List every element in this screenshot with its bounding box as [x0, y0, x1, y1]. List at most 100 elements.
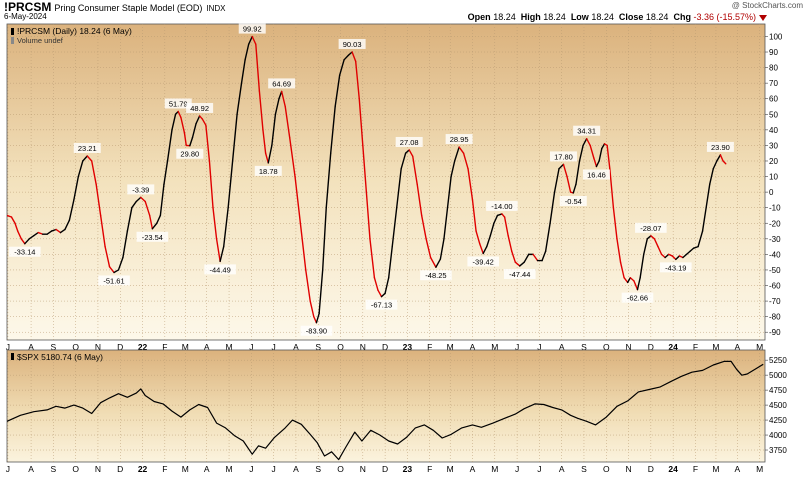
prcsm-segment-up: [50, 228, 57, 232]
value-annotation: 64.69: [268, 78, 296, 89]
prcsm-segment-up: [77, 160, 84, 178]
prcsm-segment-up: [582, 138, 588, 147]
prcsm-segment-up: [59, 228, 66, 234]
prcsm-segment-up: [338, 59, 345, 77]
spx-xtick-label: J: [272, 464, 276, 474]
annotation-bg: [186, 102, 214, 113]
annotation-bg: [9, 246, 41, 257]
spx-xtick-label: S: [581, 464, 587, 474]
panel-prcsm-y-axis: 1009080706050403020100-10-20-30-40-50-60…: [765, 32, 783, 337]
annotation-bg: [706, 141, 734, 152]
prcsm-xtick-label: J: [249, 342, 253, 352]
prcsm-segment-down: [177, 110, 182, 119]
prcsm-segment-down: [657, 245, 663, 256]
prcsm-segment-up: [278, 90, 283, 100]
spx-ytick-label: 4500: [769, 401, 787, 410]
prcsm-segment-up: [709, 168, 714, 186]
prcsm-segment-down: [562, 163, 568, 178]
prcsm-xtick-label: J: [537, 342, 541, 352]
prcsm-segment-up: [636, 277, 641, 291]
spx-xtick-label: J: [537, 464, 541, 474]
prcsm-segment-down: [258, 90, 264, 131]
prcsm-segment-down: [420, 214, 427, 240]
prcsm-segment-down: [416, 183, 423, 217]
prcsm-segment-down: [650, 235, 656, 240]
prcsm-segment-down: [660, 253, 666, 259]
spx-xtick-label: F: [693, 464, 698, 474]
prcsm-annotations: -33.14 23.21 -51.61 -3.39 -23.54 51.79 29.80 48…: [9, 23, 734, 336]
spx-xtick-label: A: [735, 464, 741, 474]
annotation-label: -3.39: [132, 185, 149, 194]
prcsm-ytick-label: -20: [769, 219, 781, 228]
prcsm-segment-up: [159, 183, 165, 217]
prcsm-segment-down: [212, 206, 218, 240]
prcsm-segment-up: [325, 152, 332, 209]
prcsm-segment-up: [189, 136, 194, 147]
prcsm-segment-up: [68, 199, 75, 221]
value-annotation: -43.19: [660, 262, 692, 273]
annotation-bg: [573, 125, 601, 136]
prcsm-segment-up: [482, 245, 488, 255]
spx-xtick-label: N: [95, 464, 101, 474]
prcsm-segment-down: [373, 277, 379, 291]
prcsm-segment-up: [558, 163, 565, 170]
prcsm-segment-up: [598, 147, 603, 162]
prcsm-segment-up: [400, 152, 407, 170]
spx-xtick-label: D: [117, 464, 123, 474]
prcsm-segment-down: [313, 315, 318, 324]
prcsm-xtick-label: 24: [668, 342, 678, 352]
prcsm-segment-down: [95, 183, 102, 217]
prcsm-xtick-label: S: [581, 342, 587, 352]
prcsm-segment-up: [639, 253, 645, 279]
legend-prcsm: !PRCSM (Daily) 18.24 (6 May): [17, 26, 132, 36]
prcsm-segment-up: [541, 250, 547, 262]
prcsm-segment-up: [33, 231, 39, 237]
prcsm-segment-down: [722, 160, 727, 165]
annotation-bg: [338, 38, 366, 49]
prcsm-segment-up: [380, 292, 386, 298]
annotation-bg: [621, 292, 654, 303]
prcsm-segment-down: [365, 191, 371, 240]
prcsm-ytick-label: -30: [769, 235, 781, 244]
spx-xtick-label: F: [427, 464, 432, 474]
annotation-bg: [254, 165, 282, 176]
annotation-label: 17.80: [554, 152, 573, 161]
spx-xtick-label: A: [293, 464, 299, 474]
spx-xtick-label: O: [72, 464, 79, 474]
prcsm-segment-up: [453, 146, 460, 162]
annotation-bg: [73, 142, 101, 153]
annotation-bg: [136, 231, 169, 242]
annotation-bg: [503, 268, 536, 279]
spx-xtick-label: M: [226, 464, 233, 474]
prcsm-segment-up: [697, 230, 704, 248]
prcsm-xtick-label: M: [712, 342, 719, 352]
prcsm-segment-down: [208, 160, 214, 209]
prcsm-segment-down: [215, 238, 221, 263]
prcsm-ytick-label: 80: [769, 64, 778, 73]
annotation-bg: [365, 299, 398, 310]
prcsm-xtick-label: F: [162, 342, 167, 352]
prcsm-segment-up: [496, 213, 503, 217]
prcsm-segment-up: [163, 160, 169, 186]
annotation-bg: [127, 184, 155, 195]
prcsm-ytick-label: 0: [769, 188, 774, 197]
prcsm-segment-down: [458, 146, 465, 154]
prcsm-segment-up: [572, 183, 577, 194]
prcsm-ytick-label: -50: [769, 266, 781, 275]
legend-swatch-spx: [11, 353, 14, 360]
value-annotation: -33.14: [9, 246, 41, 257]
prcsm-segment-down: [99, 214, 106, 248]
annotation-label: 34.31: [577, 127, 596, 136]
prcsm-xtick-label: 23: [403, 342, 413, 352]
value-annotation: 51.79: [164, 98, 192, 109]
annotation-bg: [268, 78, 296, 89]
prcsm-xtick-label: N: [625, 342, 631, 352]
low-value: 18.24: [591, 12, 614, 22]
prcsm-segment-down: [369, 238, 376, 279]
prcsm-segment-down: [37, 231, 44, 235]
prcsm-ytick-label: -60: [769, 282, 781, 291]
prcsm-segment-up: [131, 200, 138, 209]
annotation-label: 51.79: [169, 99, 188, 108]
symbol-description: Pring Consumer Staple Model (EOD): [54, 3, 203, 13]
prcsm-ytick-label: 70: [769, 79, 778, 88]
